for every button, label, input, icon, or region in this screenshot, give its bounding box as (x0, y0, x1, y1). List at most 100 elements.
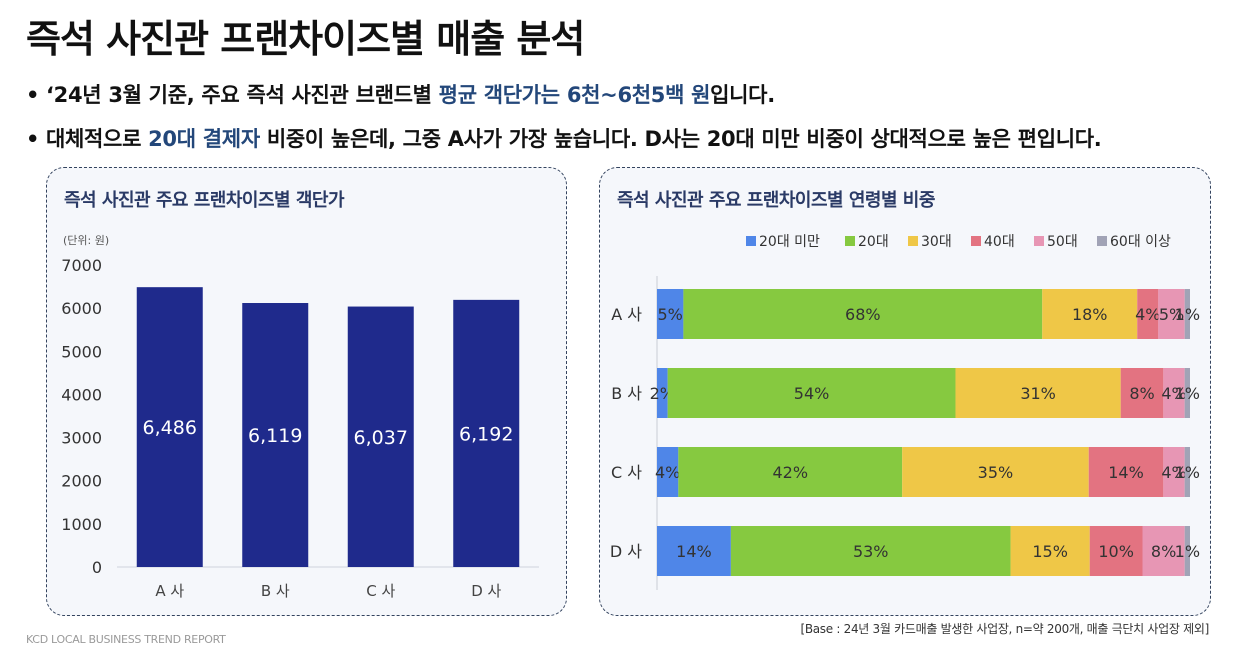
y-tick-label: 0 (92, 558, 102, 577)
bullet-item: ‘24년 3월 기준, 주요 즉석 사진관 브랜드별 평균 객단가는 6천~6천… (26, 78, 1101, 122)
stack-segment (678, 447, 903, 497)
segment-value-label: 1% (1175, 463, 1200, 482)
segment-value-label: 1% (1175, 305, 1200, 324)
y-tick-label: 3000 (61, 429, 102, 448)
age-stacked-chart: 20대 미만 20대 30대 40대 50대 60대 이상A 사 5% 68% 18% 4%5%1… (610, 234, 1200, 590)
legend-swatch (1097, 236, 1107, 246)
stack-segment (1088, 447, 1164, 497)
stack-segment (1010, 526, 1090, 576)
bar-value-label: 6,486 (143, 417, 197, 439)
legend-swatch (908, 236, 918, 246)
stack-segment (955, 368, 1121, 418)
y-tick-label: C 사 (611, 463, 642, 482)
y-tick-label: A 사 (611, 305, 642, 324)
age-chart-title: 즉석 사진관 주요 프랜차이즈별 연령별 비중 (617, 190, 935, 211)
y-tick-label: D 사 (610, 542, 642, 561)
y-tick-label: 1000 (61, 515, 102, 534)
legend-swatch (746, 236, 756, 246)
legend-label: 60대 이상 (1110, 234, 1171, 250)
segment-value-label: 53% (853, 542, 889, 561)
segment-value-label: 8% (1129, 384, 1154, 403)
bar-value-label: 6,119 (248, 425, 302, 447)
segment-value-label: 54% (794, 384, 830, 403)
segment-value-label: 42% (772, 463, 808, 482)
price-chart-card: 즉석 사진관 주요 프랜차이즈별 객단가 (단위: 원) 0 1000 2000 300… (46, 167, 567, 616)
stack-segment (667, 368, 956, 418)
legend-swatch (1034, 236, 1044, 246)
segment-value-label: 15% (1032, 542, 1068, 561)
report-footer: KCD LOCAL BUSINESS TREND REPORT (26, 633, 226, 646)
bullet-highlight: 20대 결제자 (148, 127, 260, 151)
stack-segment (657, 447, 679, 497)
x-tick-label: B 사 (261, 582, 290, 600)
stack-segment (1120, 368, 1164, 418)
bullet-text: ‘24년 3월 기준, 주요 즉석 사진관 브랜드별 (46, 83, 439, 107)
age-chart-card: 즉석 사진관 주요 프랜차이즈별 연령별 비중 20대 미만 20대 30대 40대 5… (599, 167, 1211, 616)
bullet-text: 대체적으로 (46, 127, 149, 151)
stack-segment (683, 289, 1043, 339)
segment-value-label: 14% (676, 542, 712, 561)
base-note: [Base : 24년 3월 카드매출 발생한 사업장, n=약 200개, 매… (800, 622, 1209, 636)
legend-label: 40대 (984, 234, 1015, 250)
segment-value-label: 68% (845, 305, 881, 324)
stack-segment (657, 526, 731, 576)
segment-value-label: 35% (978, 463, 1014, 482)
bullet-text: 입니다. (710, 83, 775, 107)
segment-value-label: 5% (657, 305, 682, 324)
stack-segment (902, 447, 1089, 497)
bar-value-label: 6,037 (354, 427, 408, 449)
segment-value-label: 31% (1020, 384, 1056, 403)
stack-segment (1158, 289, 1185, 339)
segment-value-label: 1% (1175, 542, 1200, 561)
y-tick-label: 6000 (61, 299, 102, 318)
stack-segment (1184, 526, 1190, 576)
segment-value-label: 4% (1161, 463, 1186, 482)
bar (136, 287, 203, 567)
stack-segment (1142, 526, 1185, 576)
x-tick-label: D 사 (471, 582, 501, 600)
unit-label: (단위: 원) (63, 234, 109, 247)
stack-segment (1163, 447, 1185, 497)
stack-segment (657, 289, 684, 339)
segment-value-label: 4% (1135, 305, 1160, 324)
segment-value-label: 1% (1175, 384, 1200, 403)
stack-segment (1137, 289, 1159, 339)
bar (242, 303, 309, 567)
segment-value-label: 8% (1151, 542, 1176, 561)
bullet-highlight: 평균 객단가는 6천~6천5백 원 (438, 83, 711, 107)
legend-label: 50대 (1047, 234, 1078, 250)
x-tick-label: A 사 (155, 582, 184, 600)
summary-bullets: ‘24년 3월 기준, 주요 즉석 사진관 브랜드별 평균 객단가는 6천~6천… (26, 78, 1102, 166)
page-title: 즉석 사진관 프랜차이즈별 매출 분석 (26, 17, 585, 61)
stack-segment (1042, 289, 1138, 339)
price-bar-chart: (단위: 원) 0 1000 2000 3000 4000 5000 6000 7000 6,48… (61, 234, 539, 600)
stack-segment (1163, 368, 1185, 418)
y-tick-label: 2000 (61, 472, 102, 491)
y-tick-label: 7000 (61, 256, 102, 275)
bar (453, 299, 520, 567)
bullet-text: 비중이 높은데, 그중 A사가 가장 높습니다. D사는 20대 미만 비중이 … (259, 127, 1102, 151)
legend-swatch (845, 236, 855, 246)
x-tick-label: C 사 (366, 582, 395, 600)
segment-value-label: 4% (1161, 384, 1186, 403)
y-tick-label: 5000 (61, 342, 102, 361)
legend-swatch (971, 236, 981, 246)
stack-segment (1089, 526, 1143, 576)
stack-segment (1184, 289, 1190, 339)
segment-value-label: 14% (1108, 463, 1144, 482)
segment-value-label: 10% (1098, 542, 1134, 561)
segment-value-label: 18% (1072, 305, 1108, 324)
stack-segment (1184, 368, 1190, 418)
price-chart-title: 즉석 사진관 주요 프랜차이즈별 객단가 (64, 190, 345, 211)
segment-value-label: 4% (655, 463, 680, 482)
stack-segment (657, 368, 668, 418)
y-tick-label: B 사 (611, 384, 642, 403)
stack-segment (730, 526, 1011, 576)
y-tick-label: 4000 (61, 385, 102, 404)
legend-label: 20대 미만 (759, 234, 820, 250)
bullet-item: 대체적으로 20대 결제자 비중이 높은데, 그중 A사가 가장 높습니다. D… (26, 122, 1102, 166)
stack-segment (1184, 447, 1190, 497)
legend-label: 20대 (858, 234, 889, 250)
bar-value-label: 6,192 (459, 423, 513, 445)
bar (347, 306, 414, 567)
